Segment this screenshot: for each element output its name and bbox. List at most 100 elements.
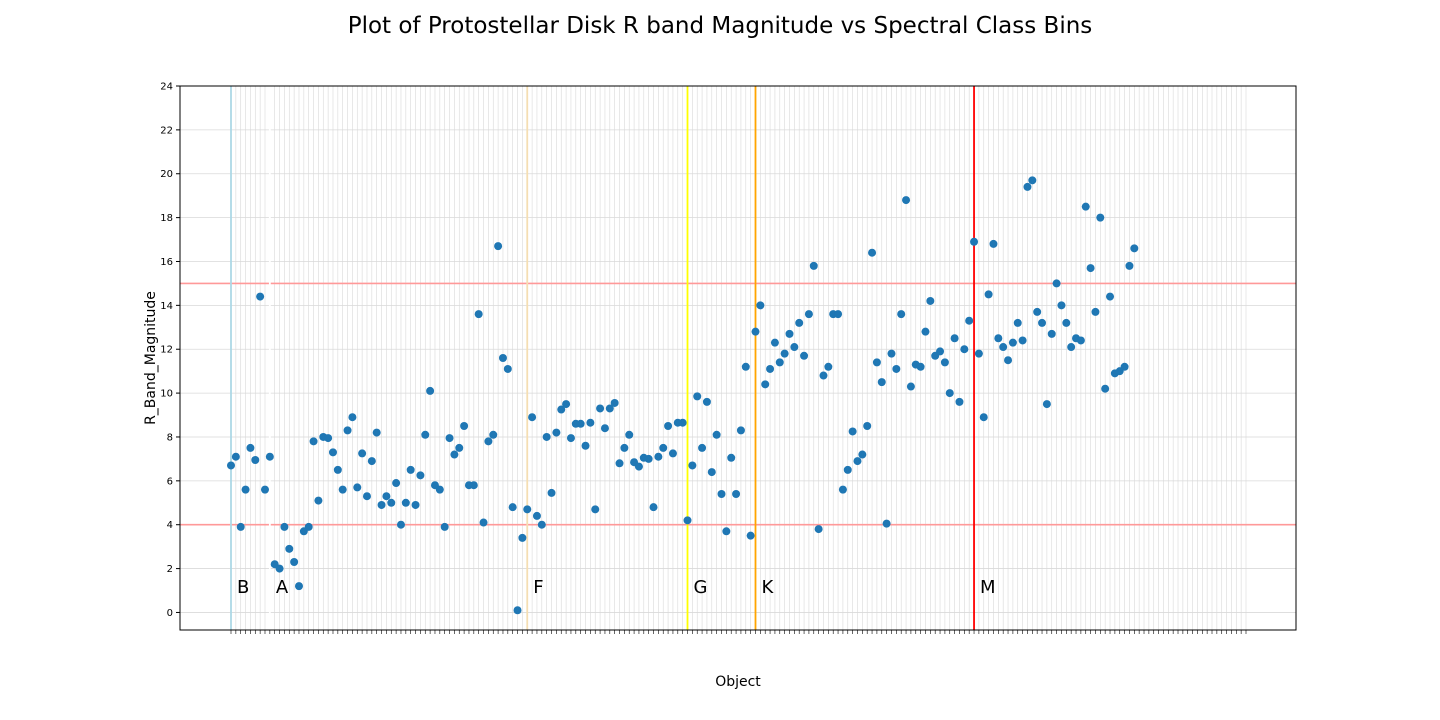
data-point — [367, 457, 376, 466]
threshold-lines — [180, 282, 1296, 526]
data-point — [537, 520, 546, 529]
data-point — [654, 452, 663, 461]
chart-title: Plot of Protostellar Disk R band Magnitu… — [348, 13, 1093, 39]
data-point — [1052, 279, 1061, 288]
data-point — [683, 516, 692, 525]
data-point — [634, 462, 643, 471]
data-point — [304, 522, 313, 531]
data-point — [596, 404, 605, 413]
y-tick-label: 14 — [160, 301, 173, 312]
data-point — [746, 531, 755, 540]
data-point — [236, 522, 245, 531]
data-point — [819, 371, 828, 380]
data-point — [523, 505, 532, 514]
data-point — [460, 422, 469, 430]
data-point — [620, 443, 629, 452]
data-point — [921, 327, 930, 336]
data-point — [508, 503, 517, 512]
data-point — [324, 434, 333, 443]
data-point — [659, 443, 668, 452]
data-point — [693, 392, 702, 401]
data-point — [372, 428, 381, 437]
data-point — [615, 459, 624, 468]
data-point — [800, 351, 809, 360]
data-point — [926, 296, 935, 305]
y-tick-label: 10 — [160, 389, 173, 400]
data-point — [557, 405, 566, 414]
data-point — [396, 520, 405, 529]
data-point — [1096, 213, 1105, 222]
x-axis-label: Object — [715, 674, 761, 690]
data-point — [887, 349, 896, 358]
data-point — [1067, 343, 1076, 352]
data-point — [678, 418, 687, 427]
data-point — [591, 505, 600, 514]
data-point — [707, 468, 716, 477]
data-point — [1033, 307, 1042, 316]
data-point — [989, 239, 998, 248]
data-point — [474, 310, 483, 319]
data-point — [528, 413, 537, 422]
data-point — [945, 389, 954, 398]
data-point — [766, 364, 775, 373]
data-point — [950, 334, 959, 343]
data-point — [824, 362, 833, 371]
bin-label-f: F — [533, 577, 543, 598]
data-point — [290, 558, 299, 566]
data-point — [586, 418, 595, 427]
bin-label-k: K — [761, 577, 774, 598]
data-point — [358, 449, 367, 458]
data-point — [804, 310, 813, 319]
data-point — [411, 500, 420, 509]
data-point — [479, 518, 488, 527]
data-point — [863, 422, 872, 430]
data-point — [353, 483, 362, 492]
data-point — [314, 496, 323, 505]
data-point — [1028, 176, 1037, 185]
data-point — [834, 310, 843, 319]
data-point — [260, 485, 269, 494]
y-tick-label: 12 — [160, 345, 173, 356]
data-point — [401, 498, 410, 507]
data-points — [227, 176, 1139, 615]
data-point — [328, 448, 337, 457]
y-tick-label: 2 — [167, 564, 173, 575]
plot-frame — [179, 85, 1297, 631]
y-tick-label: 18 — [160, 213, 173, 224]
data-point — [285, 544, 294, 553]
data-point — [838, 485, 847, 494]
data-point — [416, 471, 425, 480]
y-tick-label: 24 — [160, 82, 173, 93]
data-point — [450, 450, 459, 459]
data-point — [231, 452, 240, 461]
data-point — [858, 450, 867, 459]
data-point — [338, 485, 347, 494]
data-point — [1086, 264, 1095, 273]
data-point — [868, 248, 877, 257]
data-point — [1101, 384, 1110, 393]
data-point — [736, 426, 745, 435]
data-point — [872, 358, 881, 367]
data-point — [1106, 292, 1115, 301]
data-point — [795, 318, 804, 327]
data-point — [576, 419, 585, 428]
data-point — [906, 382, 915, 391]
data-point — [668, 449, 677, 458]
data-point — [848, 427, 857, 436]
data-point — [421, 430, 430, 439]
data-point — [445, 434, 454, 443]
data-point — [469, 481, 478, 490]
data-point — [877, 378, 886, 387]
data-point — [970, 237, 979, 246]
data-point — [1047, 329, 1056, 338]
data-point — [600, 424, 609, 433]
data-point — [362, 492, 371, 501]
y-tick-label: 16 — [160, 257, 173, 268]
data-point — [1018, 336, 1027, 345]
data-point — [1004, 356, 1013, 365]
data-point — [722, 527, 731, 536]
data-point — [892, 364, 901, 373]
data-point — [547, 488, 556, 497]
